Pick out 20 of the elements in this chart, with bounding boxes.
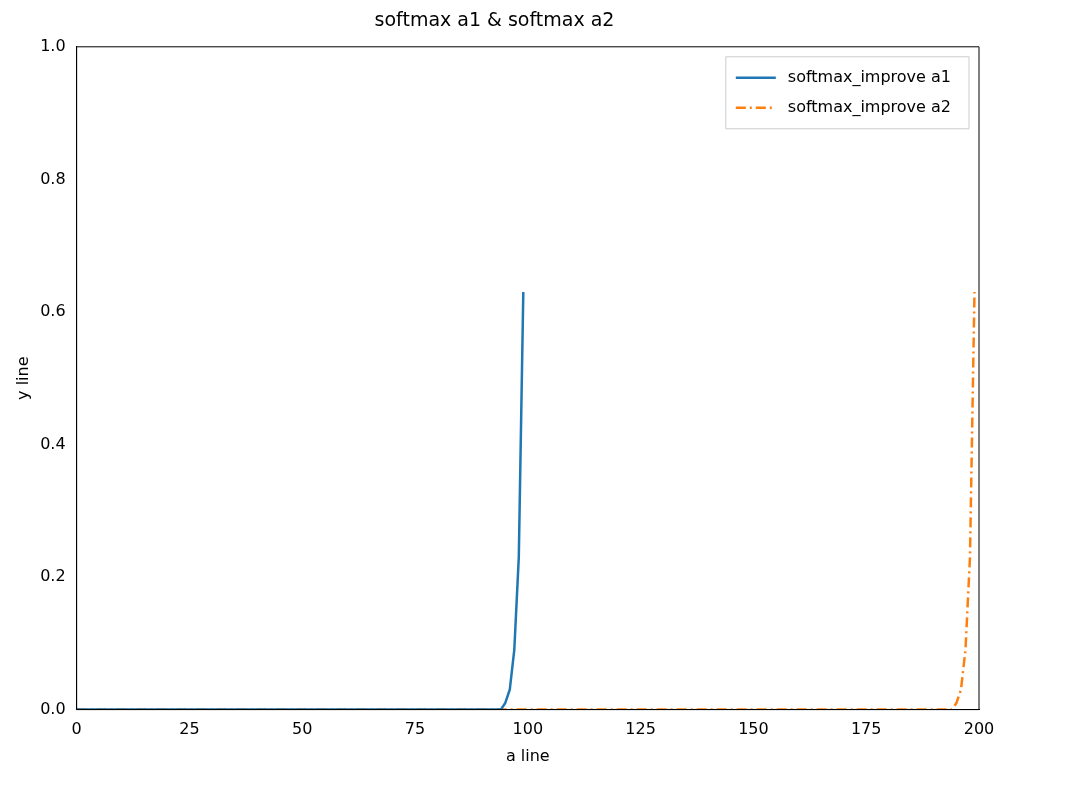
x-tick-label: 25 bbox=[179, 719, 200, 739]
legend-label: softmax_improve a1 bbox=[787, 66, 952, 87]
x-tick-label: 175 bbox=[850, 719, 882, 739]
legend-label: softmax_improve a2 bbox=[787, 96, 952, 117]
x-tick-label: 50 bbox=[292, 719, 313, 739]
y-tick-label: 1.0 bbox=[40, 35, 66, 55]
x-tick-label: 0 bbox=[71, 719, 82, 739]
y-tick-label: 0.4 bbox=[40, 433, 66, 453]
y-tick-label: 0.8 bbox=[40, 168, 66, 188]
x-tick-label: 125 bbox=[625, 719, 656, 739]
x-tick-label: 200 bbox=[963, 719, 995, 739]
x-tick-label: 150 bbox=[738, 719, 769, 739]
chart-title: softmax a1 & softmax a2 bbox=[374, 8, 615, 31]
y-tick-label: 0.6 bbox=[40, 301, 66, 321]
y-axis-title: y line bbox=[12, 356, 32, 400]
x-tick-label: 75 bbox=[404, 719, 426, 739]
x-tick-label: 100 bbox=[512, 719, 544, 739]
y-tick-label: 0.2 bbox=[40, 566, 66, 586]
y-tick-label: 0.0 bbox=[40, 698, 66, 718]
x-axis-title: a line bbox=[505, 745, 550, 765]
